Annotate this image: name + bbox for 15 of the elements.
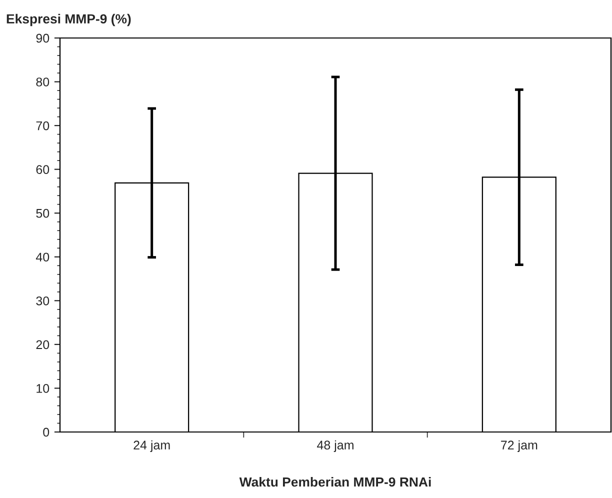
x-tick-label: 72 jam — [501, 440, 538, 452]
y-tick-label: 40 — [36, 252, 50, 262]
y-tick-label: 60 — [36, 165, 50, 174]
y-tick-label: 70 — [36, 121, 50, 130]
y-tick-label: 30 — [36, 296, 50, 306]
y-tick-label: 0 — [43, 428, 50, 437]
x-axis-title: Waktu Pemberian MMP-9 RNAi — [239, 476, 431, 487]
y-tick-label: 10 — [36, 384, 50, 393]
y-tick-label: 80 — [36, 78, 50, 86]
y-tick-label: 50 — [36, 208, 50, 218]
x-tick-label: 48 jam — [317, 440, 354, 452]
y-tick-label: 20 — [36, 340, 50, 350]
y-axis-title: Ekspresi MMP-9 (%) — [6, 14, 131, 26]
x-tick-label: 24 jam — [134, 440, 170, 452]
y-tick-label: 90 — [36, 34, 50, 43]
